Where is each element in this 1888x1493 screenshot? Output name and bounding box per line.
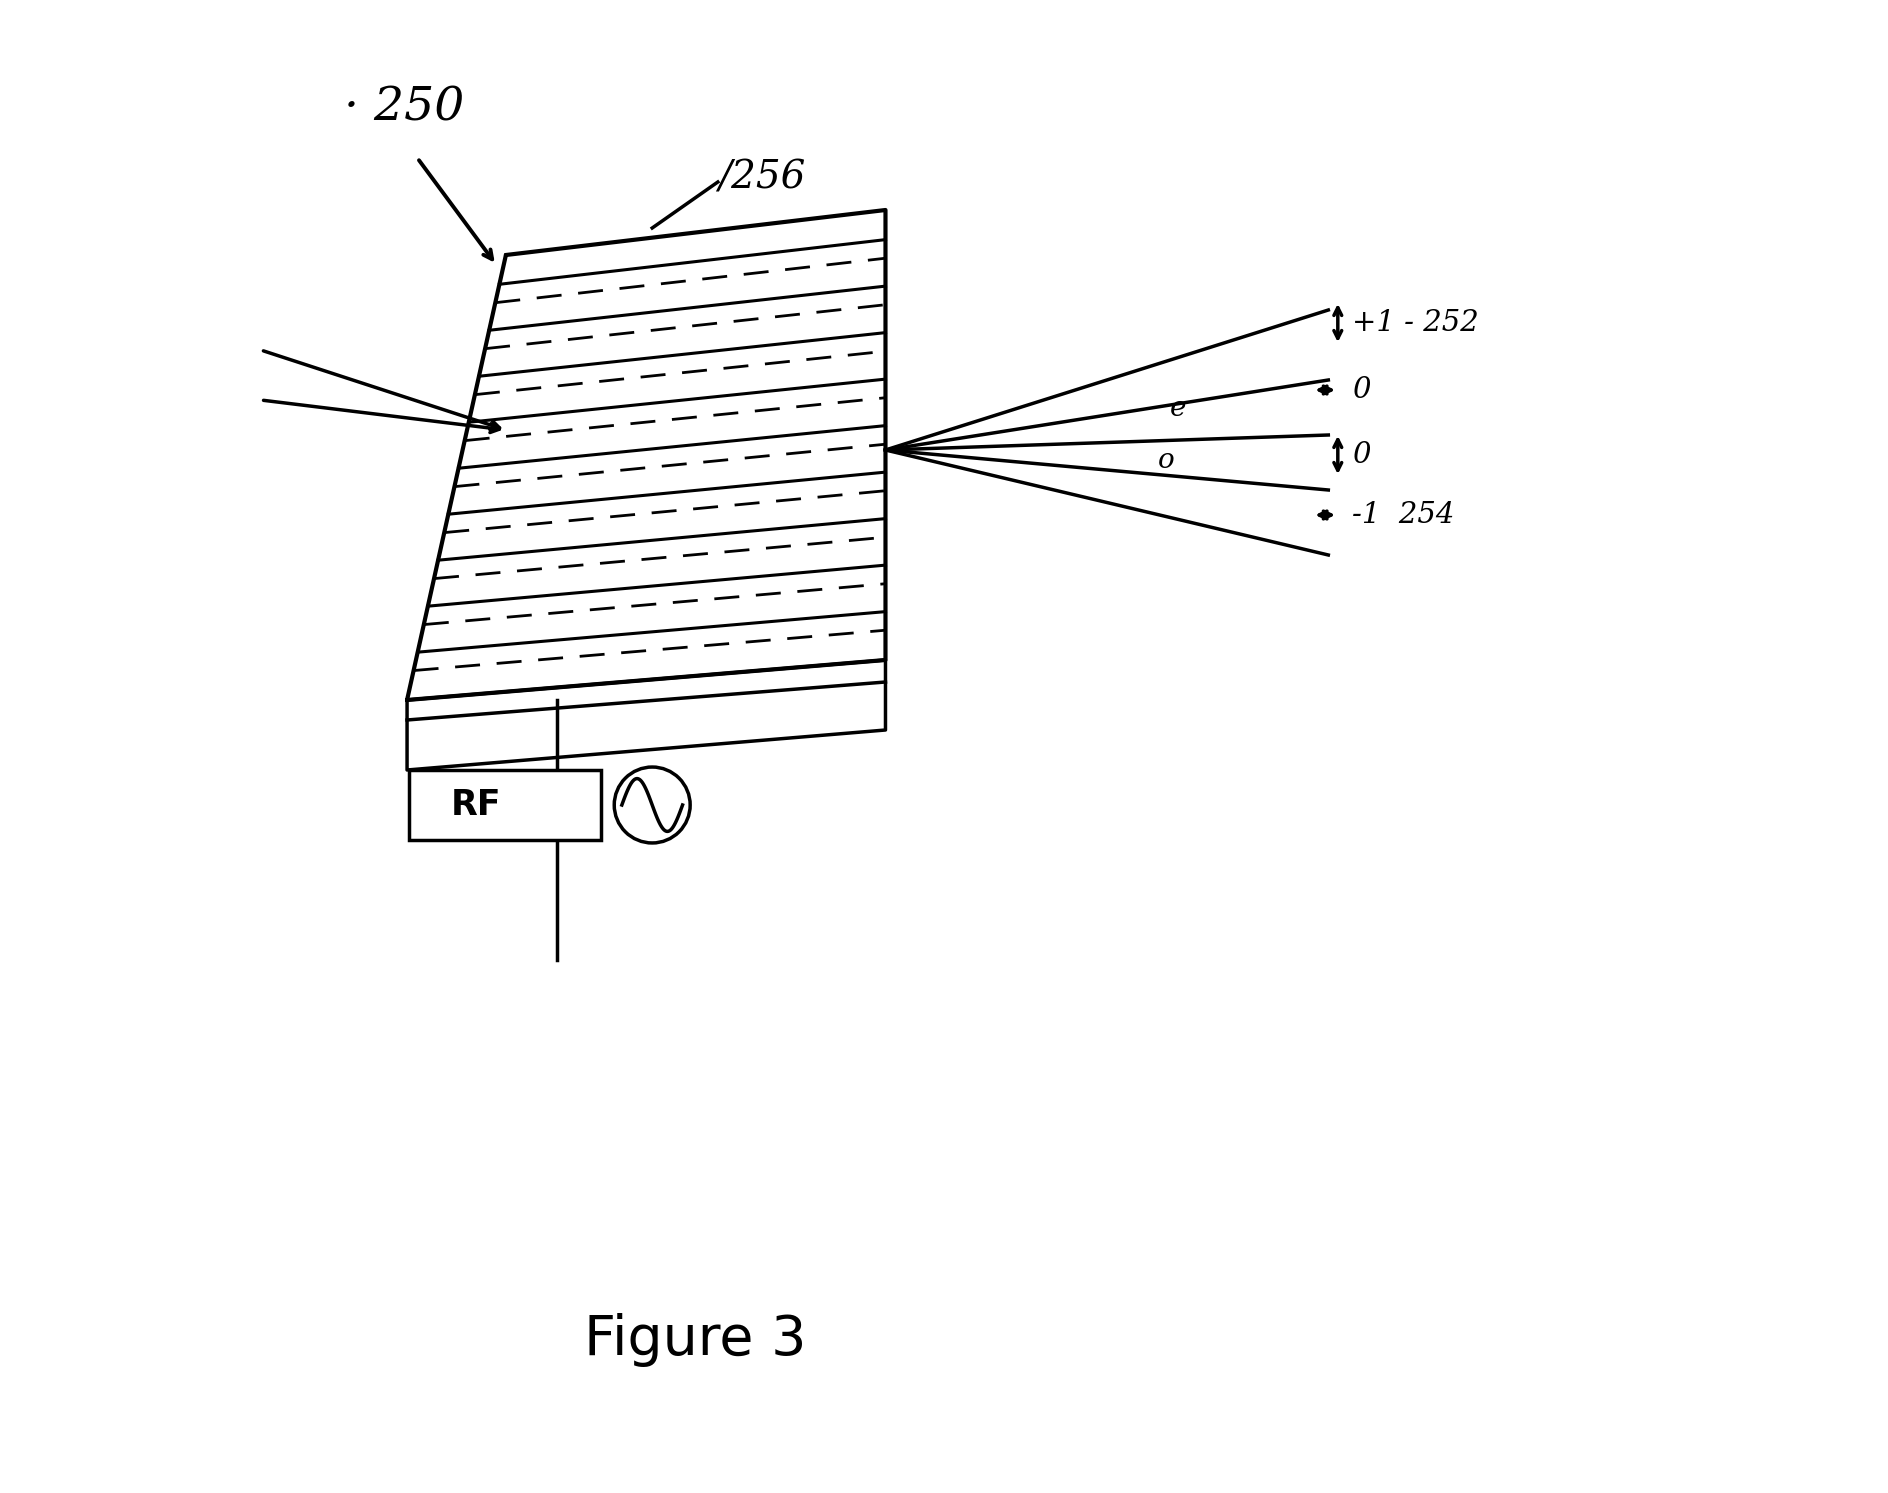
Text: e: e xyxy=(1171,394,1186,421)
Text: /256: /256 xyxy=(717,160,804,197)
Circle shape xyxy=(614,767,691,844)
Text: -1  254: -1 254 xyxy=(1352,502,1454,529)
Bar xyxy=(410,770,600,841)
Text: o: o xyxy=(1159,446,1174,473)
Text: · 250: · 250 xyxy=(344,85,464,130)
Text: 0: 0 xyxy=(1352,376,1371,405)
Text: +1 - 252: +1 - 252 xyxy=(1352,309,1478,337)
Text: Figure 3: Figure 3 xyxy=(585,1312,806,1368)
Text: RF: RF xyxy=(451,788,500,823)
Text: 0: 0 xyxy=(1352,440,1371,469)
